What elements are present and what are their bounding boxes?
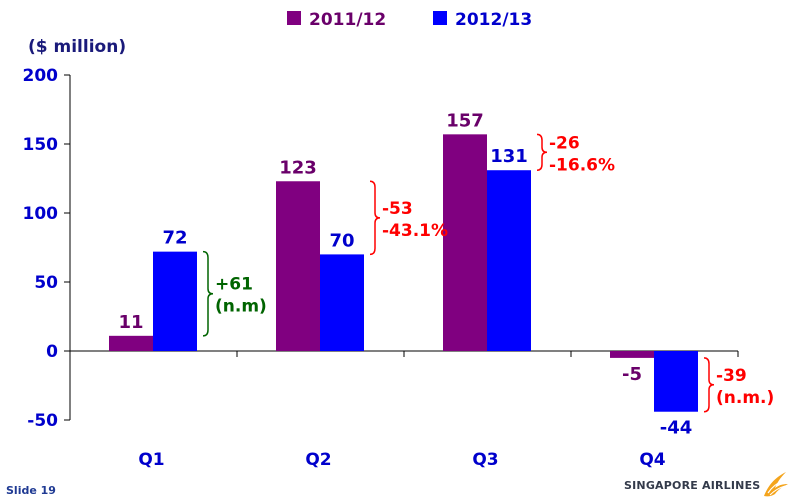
- data-label: 123: [279, 157, 317, 178]
- annotation-label: -43.1%: [382, 221, 448, 241]
- bar-2011-12: [610, 351, 654, 358]
- bar-2011-12: [109, 335, 153, 351]
- x-tick-label: Q4: [639, 450, 665, 470]
- data-label: -5: [622, 364, 642, 385]
- legend-swatch: [433, 11, 447, 25]
- data-label: 70: [329, 230, 354, 251]
- data-label: -44: [660, 418, 693, 439]
- slide-number: Slide 19: [6, 484, 56, 497]
- bar-2011-12: [443, 134, 487, 351]
- annotation-label: -16.6%: [549, 155, 615, 175]
- bar-2012-13: [153, 251, 197, 351]
- y-tick-label: -50: [27, 411, 58, 431]
- bar-2011-12: [276, 181, 320, 351]
- annotation-brace: [369, 180, 381, 256]
- legend-label: 2012/13: [455, 10, 532, 30]
- y-tick-label: 150: [23, 135, 59, 155]
- legend-swatch: [287, 11, 301, 25]
- bar-2012-13: [487, 170, 531, 351]
- data-label: 72: [162, 228, 187, 249]
- x-tick-label: Q1: [138, 450, 164, 470]
- annotation-label: -26: [549, 133, 580, 153]
- x-tick-label: Q2: [305, 450, 331, 470]
- annotation-label: (n.m): [215, 297, 267, 317]
- annotation-label: -39: [716, 366, 747, 386]
- y-tick-label: 200: [23, 66, 59, 86]
- annotation-brace: [202, 250, 214, 337]
- annotation-brace: [703, 357, 715, 413]
- legend-label: 2011/12: [309, 10, 386, 30]
- annotation-label: -53: [382, 199, 413, 219]
- data-label: 131: [490, 146, 528, 167]
- y-tick-label: 0: [46, 342, 58, 362]
- y-tick-label: 50: [34, 273, 58, 293]
- data-label: 157: [446, 110, 484, 131]
- singapore-airlines-bird-logo-icon: [764, 472, 788, 497]
- x-tick-label: Q3: [472, 450, 498, 470]
- annotation-brace: [536, 133, 548, 171]
- bar-2012-13: [320, 254, 364, 351]
- y-tick-label: 100: [23, 204, 59, 224]
- bar-2012-13: [654, 351, 698, 412]
- y-axis-title: ($ million): [28, 37, 126, 57]
- annotation-label: (n.m.): [716, 388, 774, 408]
- data-label: 11: [118, 312, 143, 333]
- annotation-label: +61: [215, 275, 253, 295]
- brand: SINGAPORE AIRLINES: [624, 472, 794, 500]
- brand-name: SINGAPORE AIRLINES: [624, 479, 761, 492]
